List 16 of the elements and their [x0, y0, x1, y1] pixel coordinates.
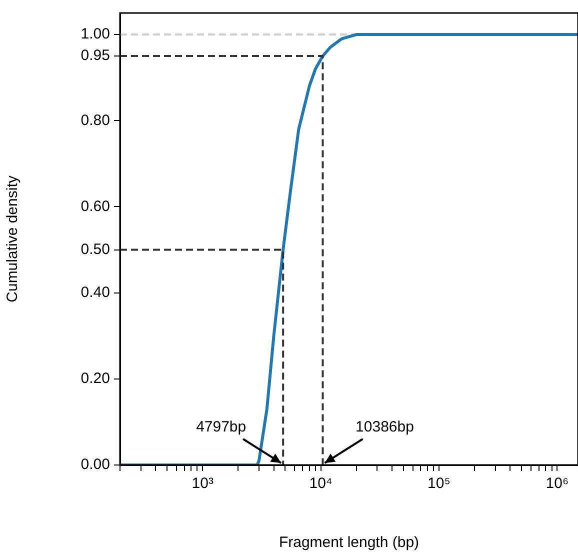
annotation: 10386bp	[356, 418, 414, 436]
y-tick-label: 0.50	[80, 240, 110, 258]
y-tick-label: 0.80	[80, 112, 110, 129]
x-tick-label: 10⁵	[428, 475, 450, 492]
annotation: 4797bp	[196, 418, 246, 436]
y-tick-label: 0.60	[80, 198, 110, 215]
y-tick-label: 1.00	[80, 26, 110, 43]
x-tick-label: 10⁶	[546, 475, 569, 492]
x-tick-label: 10⁴	[309, 475, 332, 492]
y-tick-label: 0.20	[80, 370, 110, 388]
x-axis-title: Fragment length (bp)	[278, 534, 420, 552]
x-tick-label: 10³	[192, 475, 214, 492]
y-tick-label: 0.40	[80, 284, 110, 301]
y-tick-label: 0.95	[80, 47, 110, 64]
y-tick-label: 0.00	[80, 456, 110, 474]
y-axis-title: Cumulative density	[4, 175, 22, 302]
